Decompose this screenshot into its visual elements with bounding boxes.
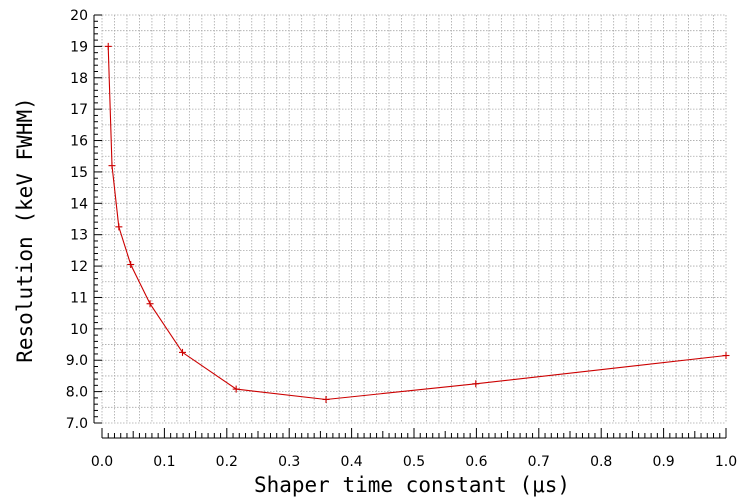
x-tick-label: 0.4 <box>340 454 362 470</box>
x-tick-label: 0.8 <box>590 454 612 470</box>
y-tick-label: 7.0 <box>66 416 88 432</box>
y-tick-label: 18 <box>70 71 88 87</box>
y-tick-label: 16 <box>70 134 88 150</box>
data-point <box>722 352 730 360</box>
x-tick-label: 0.6 <box>465 454 487 470</box>
x-tick-label: 0.3 <box>278 454 300 470</box>
y-tick-label: 15 <box>70 165 88 181</box>
y-tick-label: 20 <box>70 8 88 24</box>
data-point <box>115 223 123 231</box>
y-axis: 7.0 8.0 9.0 10 11 12 13 14 15 16 17 18 19 20 <box>66 8 102 432</box>
x-tick-label: 0.5 <box>403 454 425 470</box>
y-tick-label: 9.0 <box>66 353 88 369</box>
y-tick-label: 11 <box>70 290 88 306</box>
grid <box>101 14 727 424</box>
y-tick-label: 8.0 <box>66 385 88 401</box>
y-tick-label: 13 <box>70 228 88 244</box>
x-tick-label: 0.2 <box>216 454 238 470</box>
data-point <box>322 395 330 403</box>
data-point <box>146 300 154 308</box>
x-tick-label: 0.1 <box>153 454 175 470</box>
y-axis-title: Resolution (keV FWHM) <box>13 97 37 363</box>
y-tick-label: 14 <box>70 196 88 212</box>
y-tick-label: 12 <box>70 259 88 275</box>
y-tick-label: 19 <box>70 39 88 55</box>
x-axis: 0.0 0.1 0.2 0.3 0.4 0.5 0.6 0.7 0.8 0.9 1.0 <box>91 428 737 470</box>
x-tick-label: 0.9 <box>652 454 674 470</box>
series-line <box>107 46 727 401</box>
y-tick-label: 17 <box>70 102 88 118</box>
data-point <box>108 162 116 170</box>
data-point <box>178 348 186 356</box>
x-tick-label: 0.0 <box>91 454 113 470</box>
x-tick-label: 0.7 <box>528 454 550 470</box>
x-tick-label: 1.0 <box>715 454 737 470</box>
data-point <box>127 261 135 269</box>
x-axis-title: Shaper time constant (μs) <box>254 473 570 497</box>
data-point <box>472 380 480 388</box>
data-point <box>104 42 112 50</box>
y-tick-label: 10 <box>70 322 88 338</box>
data-point <box>232 385 240 393</box>
series-layer <box>104 42 730 403</box>
